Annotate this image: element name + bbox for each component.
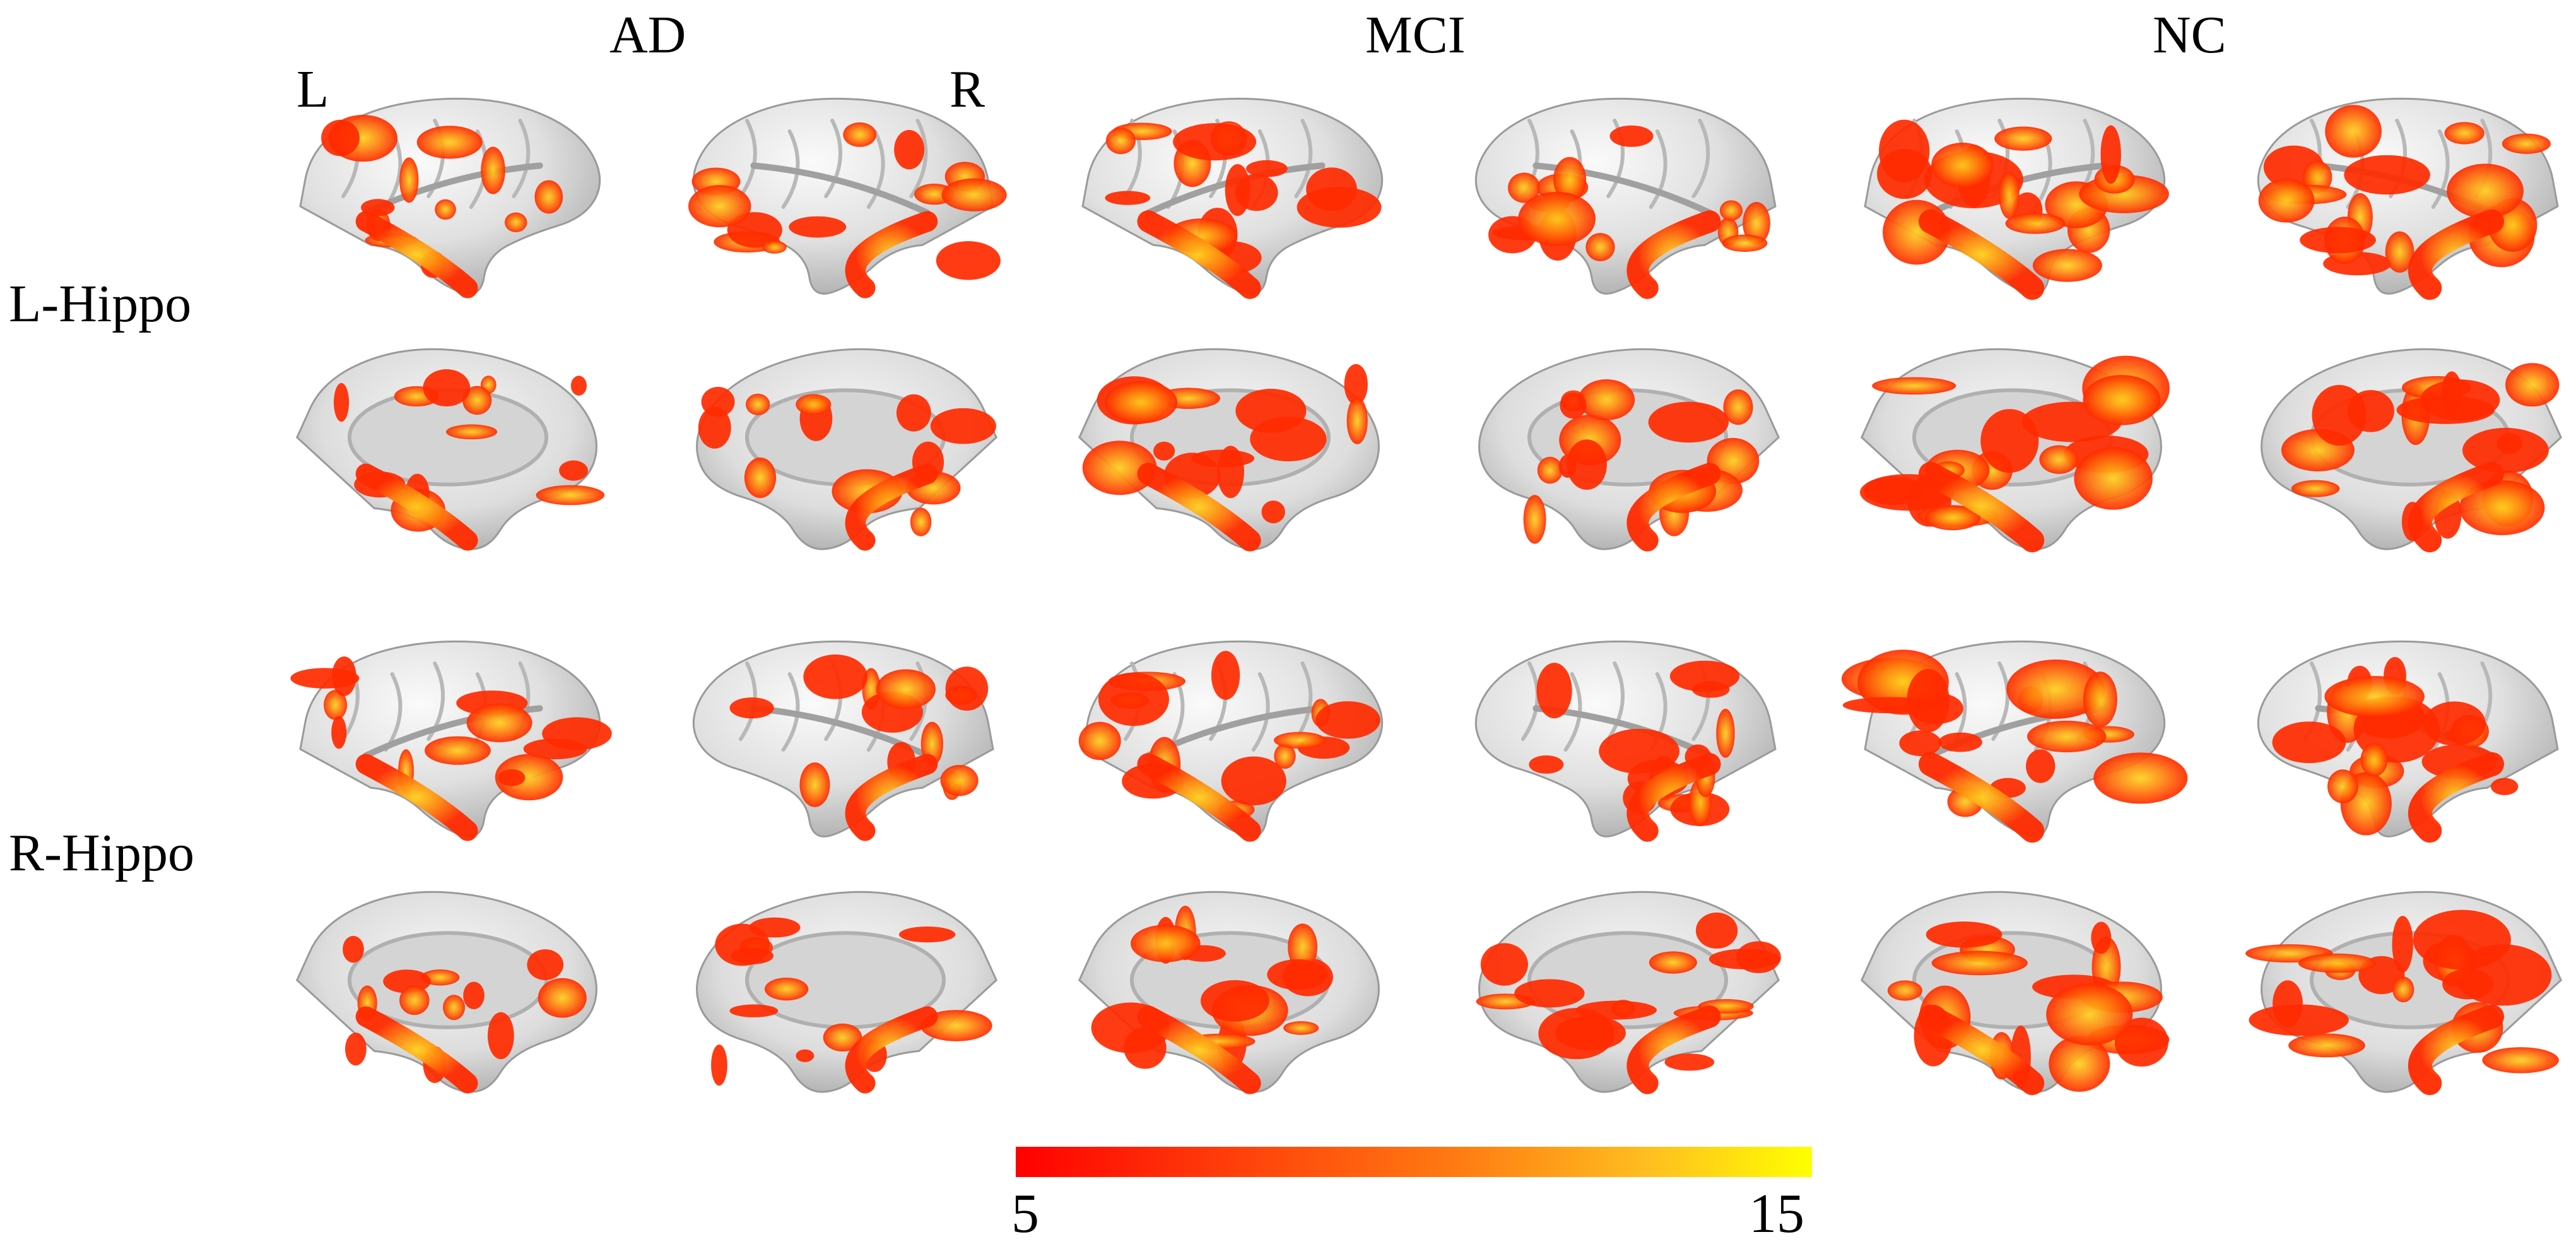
brain-l-hippo-mci-left-lateral [1081, 97, 1384, 299]
brain-r-hippo-nc-left-lateral [1841, 640, 2188, 843]
brain-r-hippo-nc-right-lateral [2257, 640, 2559, 843]
brain-l-hippo-mci-right-lateral [1474, 97, 1777, 299]
brain-r-hippo-ad-right-medial [696, 891, 998, 1094]
seed-label-l-hippo: L-Hippo [9, 275, 192, 333]
colorbar-max-label: 15 [1749, 1183, 1804, 1245]
colorbar-min-label: 5 [1011, 1183, 1039, 1245]
group-label-ad: AD [609, 6, 686, 64]
brain-l-hippo-ad-left-medial [295, 348, 605, 551]
brain-l-hippo-nc-left-medial [1860, 348, 2170, 553]
brain-l-hippo-mci-right-medial [1478, 348, 1780, 552]
colorbar [1016, 1147, 1812, 1177]
hemisphere-label-left: L [297, 60, 329, 119]
brain-l-hippo-ad-left-lateral [299, 97, 601, 299]
brain-l-hippo-nc-right-medial [2261, 348, 2563, 553]
brain-r-hippo-ad-left-lateral [290, 640, 612, 841]
brain-l-hippo-nc-right-lateral [2257, 97, 2559, 300]
brain-r-hippo-mci-right-medial [1476, 891, 1781, 1094]
brain-l-hippo-ad-right-medial [696, 348, 998, 551]
hemisphere-label-right: R [950, 60, 985, 119]
brain-l-hippo-ad-right-lateral [688, 97, 1007, 299]
brain-r-hippo-mci-left-lateral [1078, 640, 1384, 842]
group-label-nc: NC [2153, 6, 2226, 64]
brain-r-hippo-mci-right-lateral [1474, 640, 1777, 842]
brain-l-hippo-nc-left-lateral [1864, 97, 2169, 300]
brain-l-hippo-mci-left-medial [1078, 348, 1380, 552]
brain-r-hippo-nc-right-medial [2245, 891, 2563, 1096]
brain-r-hippo-nc-left-medial [1860, 891, 2170, 1096]
brain-r-hippo-ad-right-lateral [692, 640, 994, 841]
group-label-mci: MCI [1365, 6, 1466, 64]
brain-r-hippo-ad-left-medial [295, 891, 597, 1094]
seed-label-r-hippo: R-Hippo [9, 824, 194, 882]
brain-r-hippo-mci-left-medial [1078, 891, 1380, 1094]
